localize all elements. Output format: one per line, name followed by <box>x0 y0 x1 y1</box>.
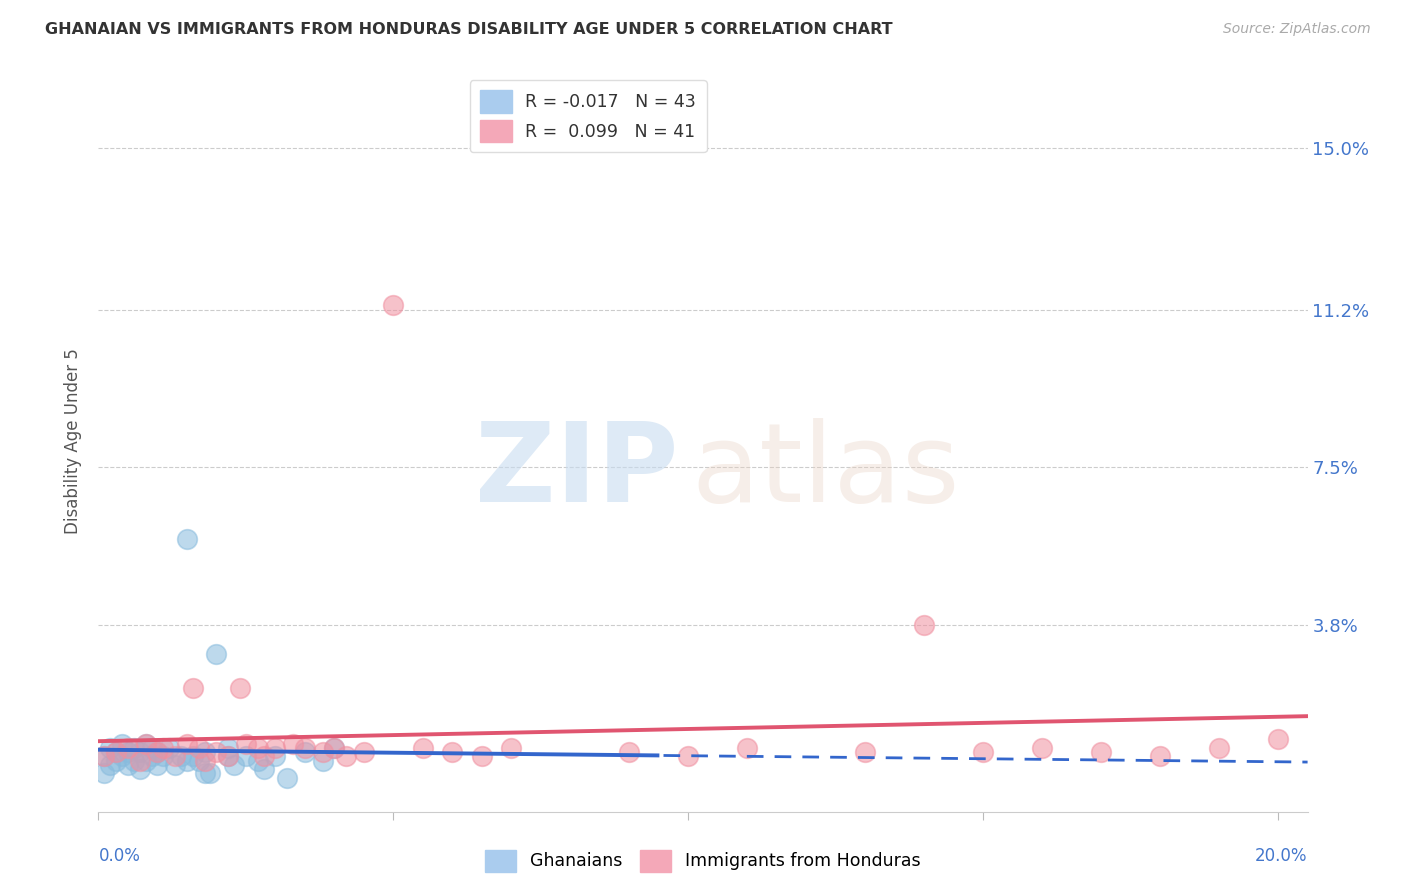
Point <box>205 745 228 759</box>
Point <box>217 749 239 764</box>
Point <box>176 754 198 768</box>
Point <box>146 758 169 772</box>
Point <box>93 749 115 764</box>
Point <box>105 745 128 759</box>
Point <box>152 749 174 764</box>
Point <box>441 745 464 759</box>
Point <box>735 740 758 755</box>
Point <box>141 740 163 755</box>
Point <box>117 740 139 755</box>
Point <box>128 762 150 776</box>
Point <box>264 749 287 764</box>
Point <box>323 740 346 755</box>
Text: atlas: atlas <box>690 417 959 524</box>
Point <box>93 749 115 764</box>
Point <box>187 740 209 755</box>
Point <box>853 745 876 759</box>
Point <box>1090 745 1112 759</box>
Point <box>146 745 169 759</box>
Point <box>311 745 333 759</box>
Legend: R = -0.017   N = 43, R =  0.099   N = 41: R = -0.017 N = 43, R = 0.099 N = 41 <box>470 80 707 153</box>
Point <box>972 745 994 759</box>
Y-axis label: Disability Age Under 5: Disability Age Under 5 <box>65 349 83 534</box>
Point <box>117 745 139 759</box>
Legend: Ghanaians, Immigrants from Honduras: Ghanaians, Immigrants from Honduras <box>478 843 928 879</box>
Point <box>311 754 333 768</box>
Text: 0.0%: 0.0% <box>98 847 141 865</box>
Point <box>235 749 257 764</box>
Point <box>222 758 245 772</box>
Text: GHANAIAN VS IMMIGRANTS FROM HONDURAS DISABILITY AGE UNDER 5 CORRELATION CHART: GHANAIAN VS IMMIGRANTS FROM HONDURAS DIS… <box>45 22 893 37</box>
Point <box>165 749 187 764</box>
Text: Source: ZipAtlas.com: Source: ZipAtlas.com <box>1223 22 1371 37</box>
Text: ZIP: ZIP <box>475 417 679 524</box>
Point <box>264 740 287 755</box>
Point <box>135 737 157 751</box>
Point <box>294 740 316 755</box>
Point <box>619 745 641 759</box>
Point <box>181 749 204 764</box>
Point <box>335 749 357 764</box>
Point <box>135 737 157 751</box>
Point <box>412 740 434 755</box>
Point <box>252 749 274 764</box>
Point <box>128 754 150 768</box>
Point <box>128 745 150 759</box>
Point <box>122 754 145 768</box>
Point <box>98 758 121 772</box>
Point <box>252 762 274 776</box>
Point <box>122 740 145 755</box>
Point <box>678 749 700 764</box>
Point <box>170 749 193 764</box>
Point <box>141 749 163 764</box>
Point <box>281 737 304 751</box>
Point <box>98 740 121 755</box>
Point <box>229 681 252 696</box>
Point <box>146 745 169 759</box>
Point <box>194 754 217 768</box>
Point <box>165 758 187 772</box>
Point <box>205 648 228 662</box>
Point <box>200 766 222 780</box>
Point <box>117 758 139 772</box>
Point <box>217 740 239 755</box>
Point <box>176 533 198 547</box>
Point <box>382 298 405 312</box>
Point <box>323 740 346 755</box>
Point <box>152 740 174 755</box>
Point <box>501 740 523 755</box>
Point <box>105 754 128 768</box>
Point <box>471 749 494 764</box>
Point <box>187 754 209 768</box>
Point <box>246 740 269 755</box>
Point <box>1267 732 1289 747</box>
Point <box>246 754 269 768</box>
Point <box>912 617 935 632</box>
Point <box>235 737 257 751</box>
Point <box>111 737 134 751</box>
Point <box>276 771 298 785</box>
Point <box>105 745 128 759</box>
Point <box>194 745 217 759</box>
Point <box>1208 740 1230 755</box>
Point <box>157 740 180 755</box>
Point <box>1031 740 1053 755</box>
Point <box>181 681 204 696</box>
Point <box>1149 749 1171 764</box>
Point <box>294 745 316 759</box>
Point <box>176 737 198 751</box>
Point <box>135 754 157 768</box>
Point <box>217 749 239 764</box>
Point <box>353 745 375 759</box>
Point <box>194 766 217 780</box>
Text: 20.0%: 20.0% <box>1256 847 1308 865</box>
Point <box>111 749 134 764</box>
Point <box>93 766 115 780</box>
